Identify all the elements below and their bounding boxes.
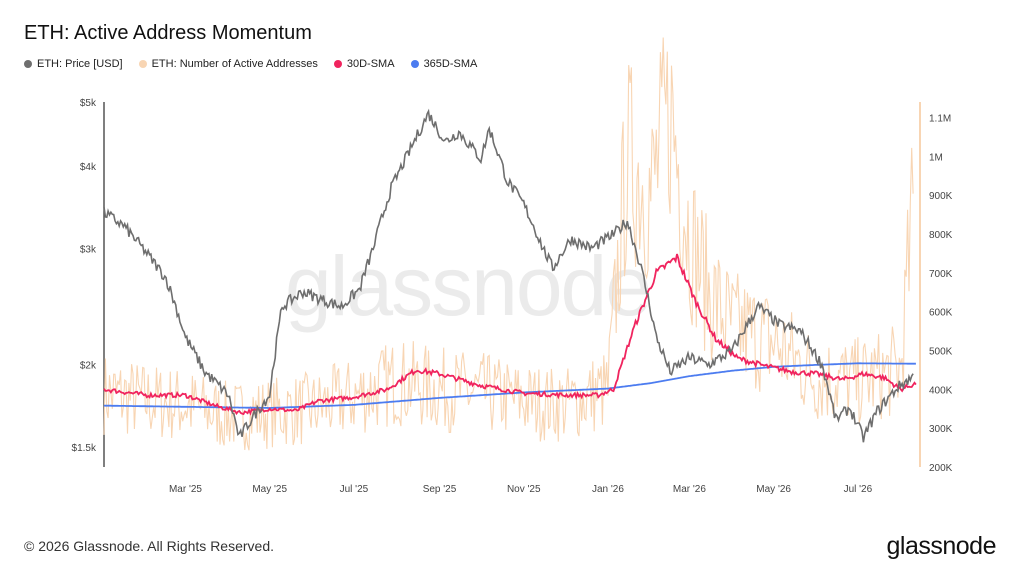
legend-label-price: ETH: Price [USD] [37, 58, 123, 70]
y-right-tick-label: 1M [929, 152, 943, 163]
series-365d-sma-line [103, 362, 916, 409]
glassnode-logo: glassnode [886, 532, 997, 560]
x-tick-label: Jul '26 [844, 484, 873, 495]
legend-dot-30d-sma [333, 60, 342, 68]
y-right-tick-label: 900K [929, 191, 953, 202]
y-right-tick-label: 500K [929, 347, 953, 358]
y-left-tick-label: $3k [80, 244, 97, 255]
series-30d-sma-line [103, 253, 917, 416]
chart-title: ETH: Active Address Momentum [24, 22, 312, 44]
y-right-tick-label: 700K [929, 269, 953, 280]
x-tick-label: Mar '26 [673, 484, 706, 495]
legend-item-active-addresses[interactable]: ETH: Number of Active Addresses [138, 58, 318, 70]
y-left-tick-label: $4k [80, 162, 97, 173]
x-tick-label: Nov '25 [507, 484, 541, 495]
watermark-logo: glassnode [285, 239, 652, 333]
y-right-tick-label: 300K [929, 424, 953, 435]
x-tick-label: Jul '25 [340, 484, 369, 495]
x-tick-label: May '26 [756, 484, 791, 495]
y-left-tick-label: $5k [80, 98, 97, 109]
legend-label-active-addresses: ETH: Number of Active Addresses [151, 58, 318, 70]
y-right-tick-label: 200K [929, 463, 953, 474]
legend-dot-active-addresses [138, 60, 147, 68]
y-right-tick-label: 600K [929, 308, 953, 319]
legend-label-30d-sma: 30D-SMA [346, 58, 395, 70]
x-tick-label: May '25 [252, 484, 287, 495]
y-left-tick-label: $1.5k [72, 443, 97, 454]
y-left-tick-label: $2k [80, 361, 97, 372]
legend-dot-price [24, 60, 32, 68]
y-right-tick-label: 1.1M [929, 114, 951, 125]
x-tick-label: Sep '25 [423, 484, 457, 495]
series-active-addresses-line [103, 37, 914, 451]
legend-item-365d-sma[interactable]: 365D-SMA [410, 58, 478, 70]
copyright-text: © 2026 Glassnode. All Rights Reserved. [24, 538, 275, 554]
legend-dot-365d-sma [410, 60, 419, 68]
legend: ETH: Price [USD] ETH: Number of Active A… [24, 58, 477, 70]
y-right-tick-label: 800K [929, 230, 953, 241]
x-tick-label: Jan '26 [592, 484, 624, 495]
legend-label-365d-sma: 365D-SMA [423, 58, 478, 70]
x-tick-label: Mar '25 [169, 484, 202, 495]
legend-item-30d-sma[interactable]: 30D-SMA [333, 58, 395, 70]
series-price-line [103, 108, 914, 443]
y-right-tick-label: 400K [929, 385, 953, 396]
legend-item-price[interactable]: ETH: Price [USD] [24, 58, 123, 70]
